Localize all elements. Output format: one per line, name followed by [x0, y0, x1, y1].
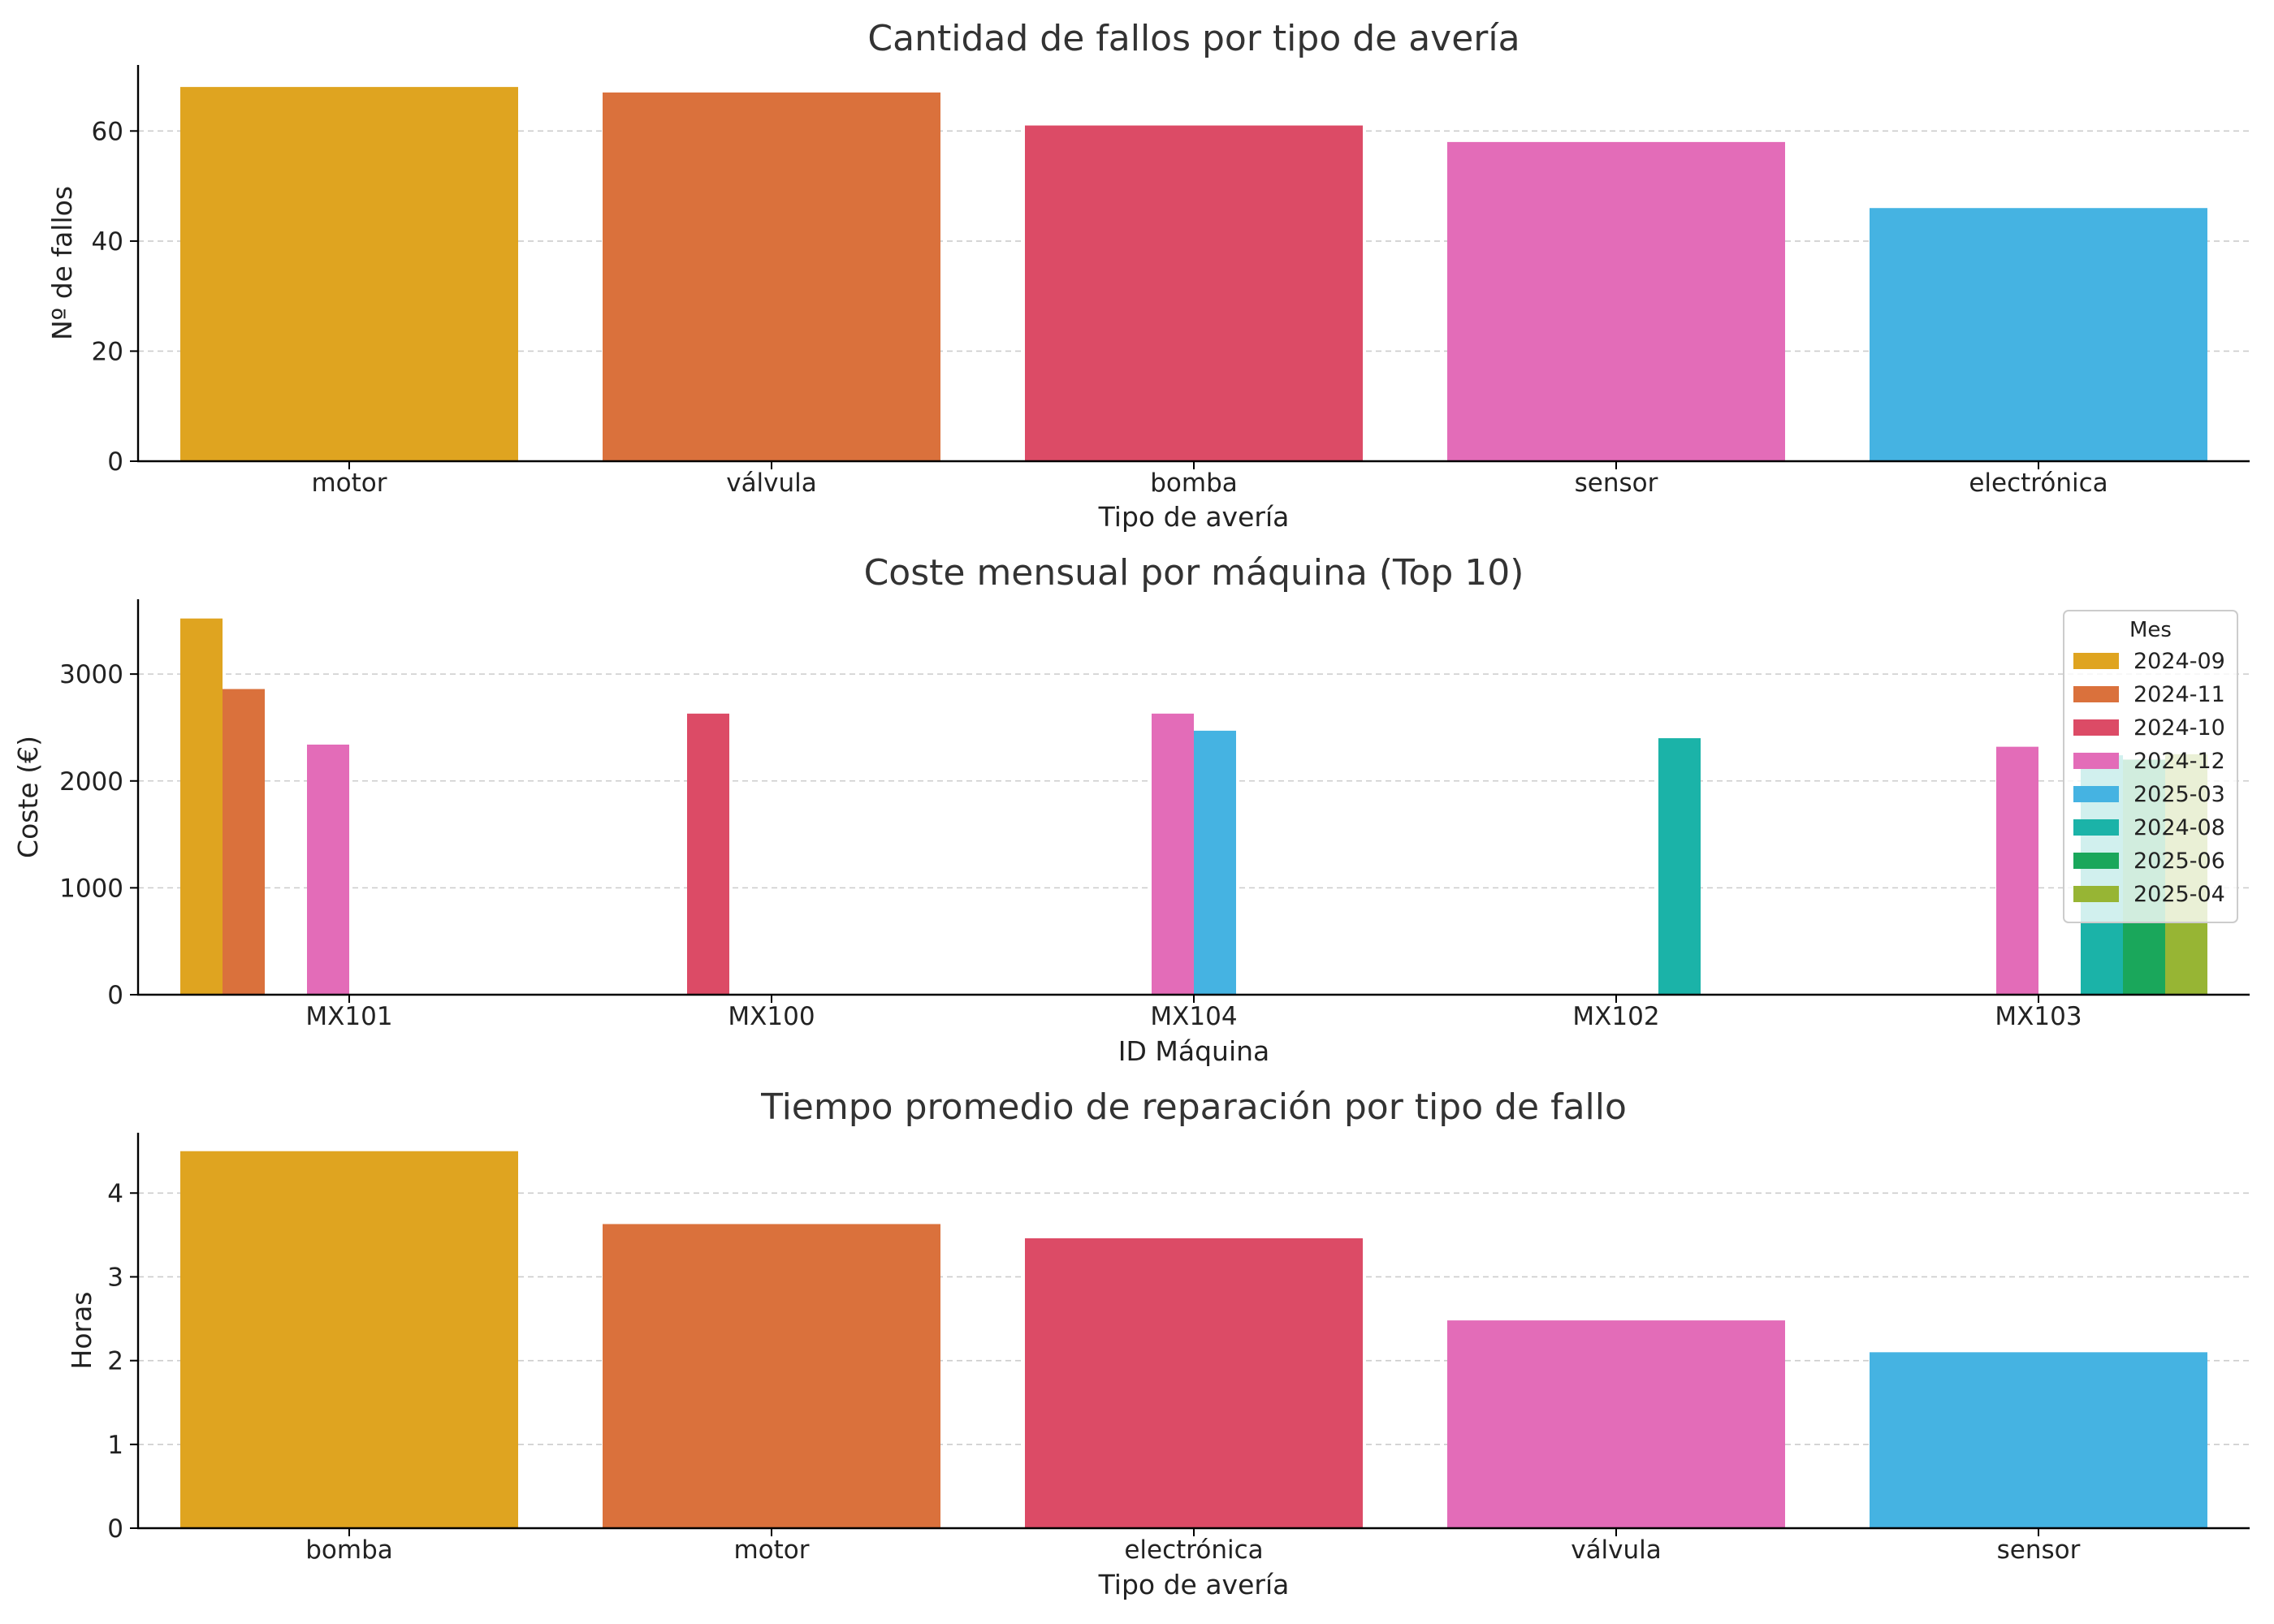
bars	[180, 87, 2207, 462]
y-axis-label: Coste (€)	[12, 736, 44, 858]
chart-title: Cantidad de fallos por tipo de avería	[867, 18, 1520, 59]
legend-label: 2024-08	[2133, 815, 2225, 840]
x-tick-label: electrónica	[1124, 1535, 1263, 1565]
legend-swatch	[2073, 653, 2119, 669]
legend-label: 2025-04	[2133, 882, 2225, 907]
legend: Mes 2024-09 2024-11 2024-10 2024-12 2025-03 20…	[2063, 610, 2238, 923]
chart-fallos-por-tipo: Cantidad de fallos por tipo de avería Ti…	[46, 18, 2250, 533]
y-tick-label: 3	[107, 1263, 123, 1292]
legend-swatch	[2073, 886, 2119, 902]
bar-bomba	[180, 1151, 518, 1528]
x-tick-label: MX100	[728, 1002, 815, 1031]
bar-MX101-2024-12	[307, 745, 349, 995]
y-tick-label: 1	[107, 1431, 123, 1460]
bar-bomba	[1025, 125, 1363, 462]
x-tick-label: electrónica	[1969, 469, 2108, 498]
x-axis-label: Tipo de avería	[1098, 1569, 1290, 1600]
bar-MX101-2024-11	[223, 689, 265, 995]
chart-title: Coste mensual por máquina (Top 10)	[864, 552, 1524, 594]
bar-válvula	[603, 92, 940, 461]
bar-MX104-2024-12	[1152, 713, 1194, 995]
bar-electrónica	[1025, 1238, 1363, 1528]
x-tick-label: motor	[733, 1535, 809, 1565]
y-tick-label: 1000	[59, 874, 123, 903]
bar-MX102-2024-08	[1658, 738, 1701, 995]
bar-motor	[603, 1224, 940, 1528]
y-tick-label: 20	[92, 337, 123, 366]
x-axis-label: Tipo de avería	[1098, 501, 1290, 533]
legend-swatch	[2073, 786, 2119, 802]
legend-label: 2024-10	[2133, 715, 2225, 741]
y-tick-label: 0	[107, 981, 123, 1010]
y-tick-label: 0	[107, 1514, 123, 1544]
y-tick-label: 2	[107, 1347, 123, 1376]
x-tick-label: MX101	[305, 1002, 392, 1031]
bar-sensor	[1447, 141, 1785, 461]
legend-swatch	[2073, 819, 2119, 836]
legend-swatch	[2073, 853, 2119, 869]
x-tick-label: MX102	[1572, 1002, 1659, 1031]
bar-MX103-2024-12	[1996, 746, 2038, 995]
chart-tiempo-reparacion: Tiempo promedio de reparación por tipo d…	[66, 1086, 2250, 1600]
x-tick-label: MX103	[1995, 1002, 2082, 1031]
legend-swatch	[2073, 686, 2119, 702]
bar-MX101-2024-09	[180, 618, 223, 995]
legend-label: 2024-11	[2133, 682, 2225, 707]
legend-label: 2025-06	[2133, 849, 2225, 874]
bars	[180, 1151, 2207, 1528]
legend-swatch	[2073, 753, 2119, 769]
bar-válvula	[1447, 1320, 1785, 1528]
x-tick-label: válvula	[1571, 1535, 1662, 1565]
legend-label: 2024-09	[2133, 649, 2225, 674]
bar-electrónica	[1870, 208, 2207, 461]
y-tick-label: 4	[107, 1179, 123, 1208]
y-tick-label: 3000	[59, 660, 123, 689]
x-tick-label: bomba	[1150, 469, 1238, 498]
legend-label: 2024-12	[2133, 749, 2225, 774]
y-tick-label: 0	[107, 447, 123, 477]
y-axis-label: Nº de fallos	[46, 186, 78, 340]
y-tick-label: 60	[92, 117, 123, 146]
bars	[180, 618, 2207, 995]
y-axis-label: Horas	[66, 1292, 97, 1370]
y-tick-label: 2000	[59, 767, 123, 797]
x-tick-label: válvula	[726, 469, 817, 498]
x-axis-label: ID Máquina	[1118, 1035, 1270, 1067]
y-tick-label: 40	[92, 227, 123, 257]
x-tick-label: motor	[311, 469, 387, 498]
chart-coste-mensual: Coste mensual por máquina (Top 10) ID Má…	[12, 552, 2250, 1067]
x-tick-label: sensor	[1575, 469, 1658, 498]
bar-motor	[180, 87, 518, 461]
bar-sensor	[1870, 1352, 2207, 1528]
x-tick-label: bomba	[305, 1535, 393, 1565]
x-tick-label: sensor	[1997, 1535, 2081, 1565]
legend-label: 2025-03	[2133, 782, 2225, 807]
legend-swatch	[2073, 719, 2119, 736]
x-tick-label: MX104	[1150, 1002, 1237, 1031]
bar-MX104-2025-03	[1194, 730, 1236, 995]
bar-MX100-2024-10	[687, 713, 729, 995]
legend-title: Mes	[2129, 618, 2172, 642]
chart-title: Tiempo promedio de reparación por tipo d…	[760, 1086, 1627, 1128]
